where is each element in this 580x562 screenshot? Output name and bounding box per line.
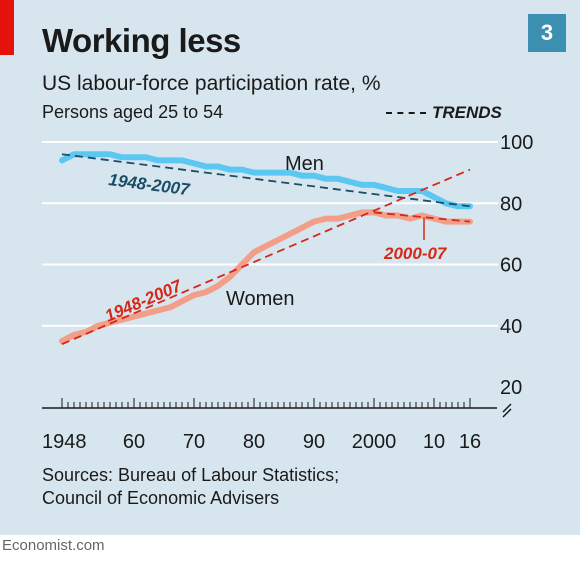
x-tick-label: 70 bbox=[183, 431, 205, 453]
x-tick-label: 10 bbox=[423, 431, 445, 453]
sources-line-2: Council of Economic Advisers bbox=[42, 488, 280, 508]
trend-label-men: 1948-2007 bbox=[107, 170, 192, 199]
red-accent-tag bbox=[0, 0, 14, 55]
x-tick-label: 1948 bbox=[42, 431, 87, 453]
y-tick-label: 60 bbox=[500, 255, 522, 277]
trend-legend-dash bbox=[386, 112, 426, 114]
sources-line-1: Sources: Bureau of Labour Statistics; bbox=[42, 465, 340, 485]
series-line-men bbox=[59, 151, 473, 210]
chart-subsubtitle: Persons aged 25 to 54 bbox=[42, 102, 224, 122]
axis-break-icon bbox=[502, 403, 512, 418]
trend-line bbox=[61, 153, 471, 208]
trend-legend: TRENDS bbox=[386, 103, 502, 123]
x-tick-label: 60 bbox=[123, 431, 145, 453]
x-tick-label: 2000 bbox=[352, 431, 397, 453]
y-tick-label: 100 bbox=[500, 132, 533, 154]
trend-legend-label: TRENDS bbox=[432, 103, 502, 122]
series-line-women bbox=[59, 209, 473, 345]
trend-line bbox=[61, 168, 471, 345]
chart-number-badge: 3 bbox=[528, 14, 566, 52]
brand-credit: Economist.com bbox=[2, 537, 105, 554]
y-tick-label: 20 bbox=[500, 377, 522, 399]
series-label-women: Women bbox=[226, 288, 295, 310]
y-tick-label: 40 bbox=[500, 316, 522, 338]
series-label-men: Men bbox=[285, 153, 324, 175]
x-tick-label: 90 bbox=[303, 431, 325, 453]
trend-line bbox=[373, 211, 471, 223]
chart-panel: 3 Working less US labour-force participa… bbox=[0, 0, 580, 535]
trend-label-recent: 2000-07 bbox=[383, 244, 448, 263]
line-chart: 20 40 60 80 100 1948 60 70 80 90 2000 10 16 Men Women 1… bbox=[42, 132, 533, 453]
trend-label-women: 1948-2007 bbox=[102, 276, 186, 326]
sources-note: Sources: Bureau of Labour Statistics; Co… bbox=[42, 464, 339, 510]
x-tick-label: 80 bbox=[243, 431, 265, 453]
y-tick-label: 80 bbox=[500, 193, 522, 215]
chart-title: Working less bbox=[42, 22, 241, 59]
x-tick-label: 16 bbox=[459, 431, 481, 453]
chart-subtitle: US labour-force participation rate, % bbox=[42, 72, 381, 95]
